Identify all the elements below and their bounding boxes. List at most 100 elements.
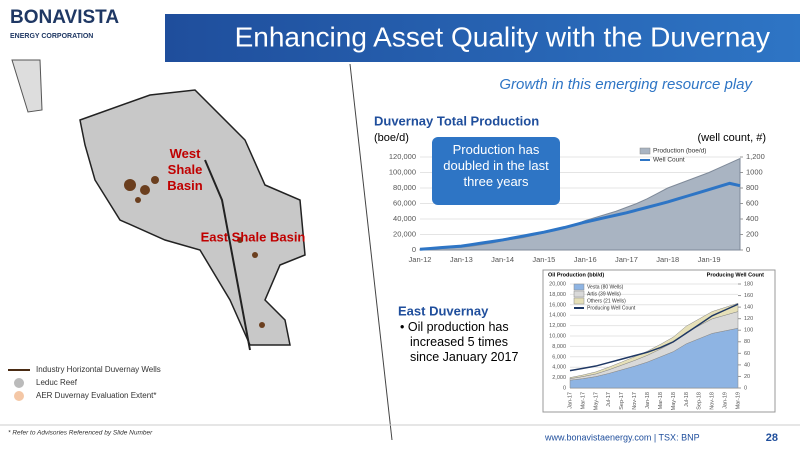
map-label: East Shale Basin [201, 229, 306, 244]
x-tick-label: Jan-13 [450, 255, 473, 264]
y2-tick-label: 200 [746, 229, 759, 238]
y-tick-label: 6,000 [552, 354, 566, 360]
map-label: West Shale Basin [167, 146, 202, 193]
callout-text: Production has doubled in the last three… [443, 142, 549, 189]
legend-label: Artis (39 Wells) [587, 291, 621, 297]
legend-label: Vesta (80 Wells) [587, 284, 624, 290]
y-tick-label: 100,000 [389, 167, 416, 176]
y2-tick-label: 140 [744, 305, 753, 311]
legend-swatch [573, 290, 585, 298]
y2-tick-label: 180 [744, 281, 753, 287]
y-axis-label: (boe/d) [374, 132, 409, 144]
x-tick-label: Jan-15 [532, 255, 555, 264]
callout-box: Production has doubled in the last three… [443, 142, 549, 189]
x-tick-label: Jan-19 [698, 255, 721, 264]
y-tick-label: 0 [563, 385, 566, 391]
y2-tick-label: 40 [744, 362, 750, 368]
production-area [419, 157, 741, 251]
x-tick-label: Nov-17 [632, 392, 638, 410]
x-tick-label: Jan-17 [567, 392, 573, 409]
legend-swatch [573, 283, 585, 291]
x-tick-label: Nov-18 [710, 392, 716, 410]
legend-label: Well Count [653, 157, 685, 164]
y-tick-label: 20,000 [393, 229, 416, 238]
callout [432, 137, 560, 205]
map-extent [79, 89, 306, 346]
y2-tick-label: 0 [744, 385, 747, 391]
y2-tick-label: 60 [744, 351, 750, 357]
legend-swatch [14, 391, 24, 401]
y2-tick-label: 800 [746, 183, 759, 192]
legend-swatch [14, 378, 24, 388]
bullet-text: Oil production has increased 5 times sin… [407, 320, 519, 364]
y2-tick-label: 80 [744, 339, 750, 345]
y2-tick-label: 1000 [746, 167, 763, 176]
y-tick-label: 10,000 [549, 333, 566, 339]
x-tick-label: Jan-17 [615, 255, 638, 264]
y2-tick-label: 1,200 [746, 152, 765, 161]
x-tick-label: Jan-18 [656, 255, 679, 264]
footer-note: * Refer to Advisories Referenced by Slid… [8, 430, 153, 437]
map-legend: AER Duvernay Evaluation Extent* [36, 391, 157, 400]
footer-site: www.bonavistaenergy.com | TSX: BNP [544, 432, 700, 442]
slide-title: Enhancing Asset Quality with the Duverna… [235, 21, 770, 52]
y-tick-label: 40,000 [393, 214, 416, 223]
legend-label: Others (21 Wells) [587, 298, 626, 304]
legend-swatch [639, 147, 651, 155]
x-tick-label: Sep-18 [697, 392, 703, 410]
logo-name: BONAVISTA [10, 7, 119, 28]
chart-title: Duvernay Total Production [374, 113, 539, 128]
y-tick-label: 4,000 [552, 365, 566, 371]
divider [349, 63, 393, 441]
y-tick-label: 20,000 [549, 281, 566, 287]
subtitle: Growth in this emerging resource play [499, 76, 753, 93]
y-tick-label: 8,000 [552, 344, 566, 350]
y2-tick-label: 100 [744, 328, 753, 334]
stacked-area [569, 302, 739, 379]
logo-tagline: ENERGY CORPORATION [10, 33, 93, 40]
y-tick-label: 14,000 [549, 313, 566, 319]
title-bar [165, 14, 800, 62]
y2-tick-label: 0 [746, 245, 750, 254]
map-legend: Leduc Reef [36, 378, 78, 387]
x-tick-label: Jul-17 [606, 392, 612, 407]
x-tick-label: Sep-17 [619, 392, 625, 410]
legend-label: Producing Well Count [587, 305, 636, 311]
east-heading: East Duvernay [398, 303, 489, 318]
y-tick-label: 120,000 [389, 152, 416, 161]
y2-tick-label: 400 [746, 214, 759, 223]
east-bullet: • Oil production has increased 5 times s… [400, 320, 519, 364]
y-tick-label: 0 [412, 245, 416, 254]
y2-axis-label: Producing Well Count [707, 272, 765, 278]
x-tick-label: Jan-19 [723, 392, 729, 409]
well-dots [124, 176, 265, 328]
y2-tick-label: 20 [744, 374, 750, 380]
y-tick-label: 12,000 [549, 323, 566, 329]
x-tick-label: Jul-18 [684, 392, 690, 407]
y-axis-label: Oil Production (bbl/d) [548, 272, 604, 278]
y2-tick-label: 600 [746, 198, 759, 207]
y-tick-label: 18,000 [549, 292, 566, 298]
x-tick-label: Mar-19 [735, 392, 741, 409]
well-count-line [569, 303, 739, 372]
y2-axis-label: (well count, #) [698, 132, 766, 144]
y-tick-label: 60,000 [393, 198, 416, 207]
y-tick-label: 16,000 [549, 302, 566, 308]
y2-tick-label: 120 [744, 316, 753, 322]
y-tick-label: 2,000 [552, 375, 566, 381]
inset-map [11, 59, 43, 113]
x-tick-label: Mar-17 [580, 392, 586, 409]
x-tick-label: May-18 [671, 392, 677, 410]
legend-swatch [573, 297, 585, 305]
y-tick-label: 80,000 [393, 183, 416, 192]
x-tick-label: Jan-14 [491, 255, 514, 264]
legend-label: Production (boe/d) [653, 148, 706, 155]
east-bullet-box: • Oil production has increased 5 times s… [400, 320, 519, 364]
x-tick-label: Jan-12 [409, 255, 432, 264]
y2-tick-label: 160 [744, 293, 753, 299]
reef-edge [204, 159, 251, 351]
well-count-line [419, 181, 741, 251]
x-tick-label: Jan-16 [574, 255, 597, 264]
x-tick-label: May-17 [593, 392, 599, 410]
